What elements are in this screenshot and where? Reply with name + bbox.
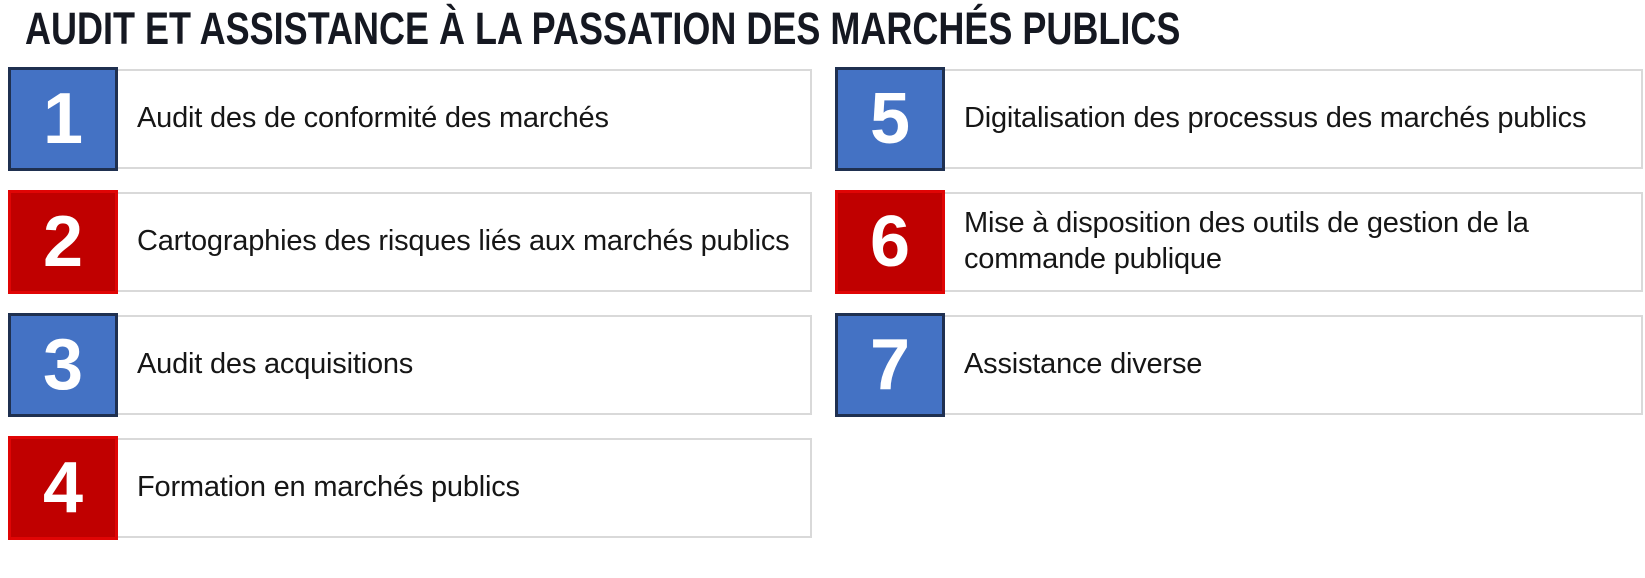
- item-number: 3: [42, 325, 84, 405]
- item-number: 7: [869, 325, 911, 405]
- item-label: Cartographies des risques liés aux march…: [137, 225, 790, 258]
- services-column-left: 1 Audit des de conformité des marchés 2 …: [8, 67, 812, 559]
- item-label-box: Formation en marchés publics: [118, 438, 812, 538]
- item-number: 2: [42, 202, 84, 282]
- item-label: Audit des de conformité des marchés: [137, 102, 609, 135]
- item-label: Formation en marchés publics: [137, 471, 520, 504]
- item-label-box: Mise à disposition des outils de gestion…: [945, 192, 1643, 292]
- item-number-badge: 3: [8, 313, 118, 417]
- services-list: 1 Audit des de conformité des marchés 2 …: [8, 67, 1643, 559]
- item-label-box: Audit des acquisitions: [118, 315, 812, 415]
- item-label: Digitalisation des processus des marchés…: [964, 102, 1587, 135]
- item-number-badge: 2: [8, 190, 118, 294]
- service-item-1: 1 Audit des de conformité des marchés: [8, 67, 812, 171]
- item-number-badge: 1: [8, 67, 118, 171]
- page-title: AUDIT ET ASSISTANCE À LA PASSATION DES M…: [25, 3, 1181, 54]
- item-number: 6: [869, 202, 911, 282]
- item-label-box: Assistance diverse: [945, 315, 1643, 415]
- item-label-box: Audit des de conformité des marchés: [118, 69, 812, 169]
- item-label: Assistance diverse: [964, 348, 1203, 381]
- item-number-badge: 7: [835, 313, 945, 417]
- item-number: 1: [42, 79, 84, 159]
- item-number-badge: 4: [8, 436, 118, 540]
- item-number: 4: [42, 448, 84, 528]
- item-label-box: Digitalisation des processus des marchés…: [945, 69, 1643, 169]
- item-number-badge: 5: [835, 67, 945, 171]
- service-item-7: 7 Assistance diverse: [835, 313, 1643, 417]
- service-item-5: 5 Digitalisation des processus des march…: [835, 67, 1643, 171]
- item-number-badge: 6: [835, 190, 945, 294]
- service-item-2: 2 Cartographies des risques liés aux mar…: [8, 190, 812, 294]
- item-label-box: Cartographies des risques liés aux march…: [118, 192, 812, 292]
- service-item-4: 4 Formation en marchés publics: [8, 436, 812, 540]
- service-item-6: 6 Mise à disposition des outils de gesti…: [835, 190, 1643, 294]
- item-label: Audit des acquisitions: [137, 348, 414, 381]
- service-item-3: 3 Audit des acquisitions: [8, 313, 812, 417]
- item-number: 5: [869, 79, 911, 159]
- item-label: Mise à disposition des outils de gestion…: [964, 207, 1529, 275]
- services-column-right: 5 Digitalisation des processus des march…: [835, 67, 1643, 436]
